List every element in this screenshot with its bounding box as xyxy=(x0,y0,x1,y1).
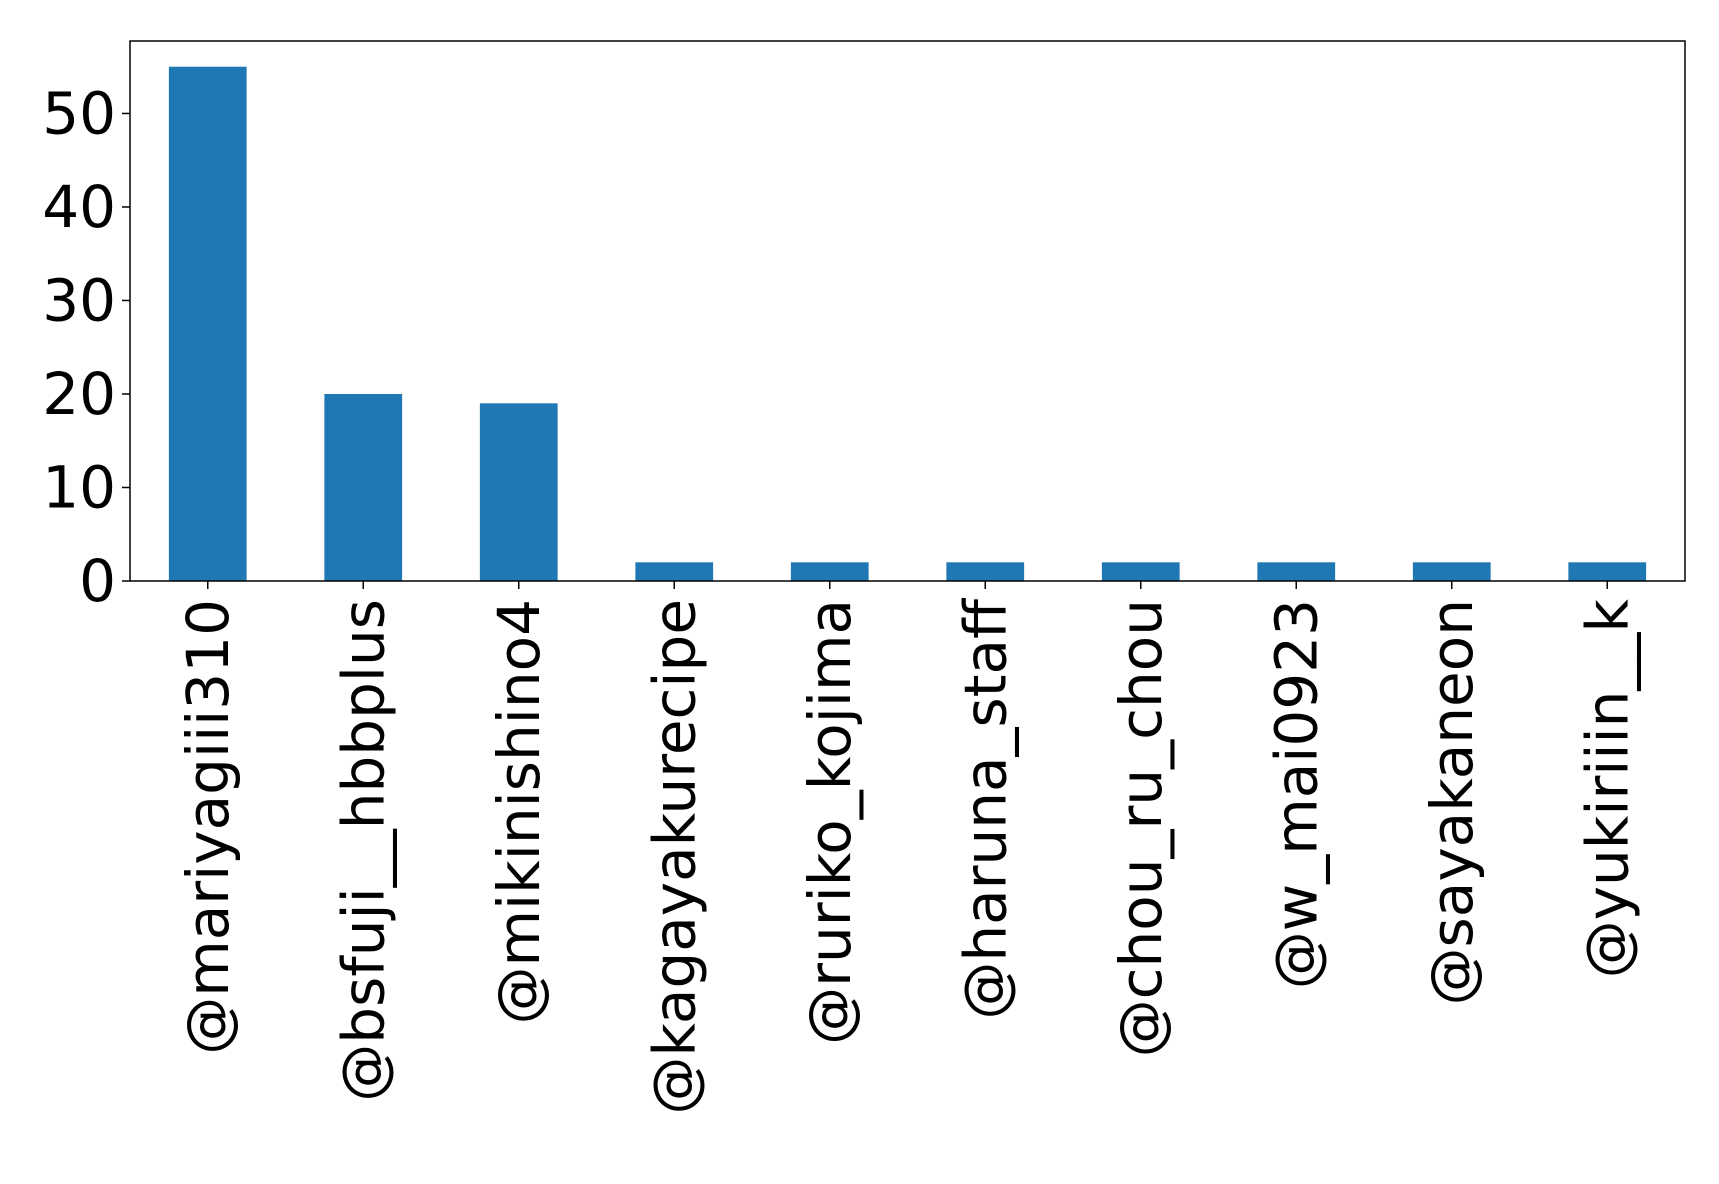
y-tick-label: 10 xyxy=(42,453,116,521)
bar xyxy=(946,562,1025,581)
bar xyxy=(790,562,869,581)
x-tick-label: @yukiriiin__k xyxy=(1573,599,1641,979)
x-tick-label: @haruna_staff xyxy=(951,597,1019,1020)
x-tick-label: @chou_ru_chou xyxy=(1107,599,1175,1057)
bar xyxy=(1101,562,1180,581)
x-tick-label: @sayakaneon xyxy=(1418,599,1486,1005)
bar xyxy=(1568,562,1647,581)
x-tick-label: @mariyagiii310 xyxy=(174,599,242,1055)
bar xyxy=(324,393,403,581)
bar xyxy=(479,403,558,581)
y-tick-label: 20 xyxy=(42,360,116,428)
plot-frame xyxy=(129,40,1686,582)
x-axis-ticks: @mariyagiii310 @bsfuji__hbbplus @mikinishi… xyxy=(174,581,1641,1115)
y-tick-label: 0 xyxy=(79,547,116,615)
bar xyxy=(1412,562,1491,581)
y-tick-label: 50 xyxy=(42,79,116,147)
x-tick-label: @bsfuji__hbbplus xyxy=(329,599,397,1102)
bar xyxy=(168,66,247,581)
y-axis-ticks: 0 10 20 30 40 50 xyxy=(42,79,130,615)
x-tick-label: @ruriko_kojima xyxy=(796,599,864,1045)
x-tick-label: @w_mai0923 xyxy=(1262,599,1330,989)
bars-group xyxy=(168,66,1647,581)
bar xyxy=(1257,562,1336,581)
y-tick-label: 40 xyxy=(42,173,116,241)
bar xyxy=(635,562,714,581)
x-tick-label: @kagayakurecipe xyxy=(640,599,708,1115)
x-tick-label: @mikinishino4 xyxy=(485,599,553,1024)
y-tick-label: 30 xyxy=(42,266,116,334)
